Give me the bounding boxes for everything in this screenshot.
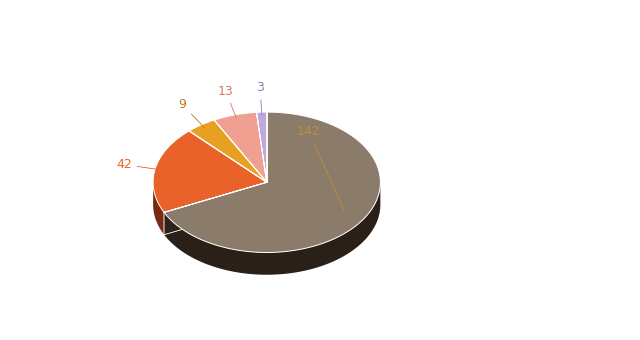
Polygon shape [164, 182, 380, 275]
Text: 13: 13 [218, 85, 236, 118]
Text: 42: 42 [116, 158, 161, 171]
Polygon shape [164, 112, 380, 253]
Polygon shape [153, 131, 267, 212]
Text: 9: 9 [179, 99, 204, 128]
Polygon shape [164, 182, 267, 235]
Polygon shape [214, 113, 267, 182]
Polygon shape [257, 112, 267, 182]
Text: 142: 142 [297, 125, 344, 210]
Text: 3: 3 [256, 81, 264, 115]
Polygon shape [153, 182, 164, 235]
Polygon shape [189, 120, 267, 182]
Polygon shape [164, 182, 267, 235]
